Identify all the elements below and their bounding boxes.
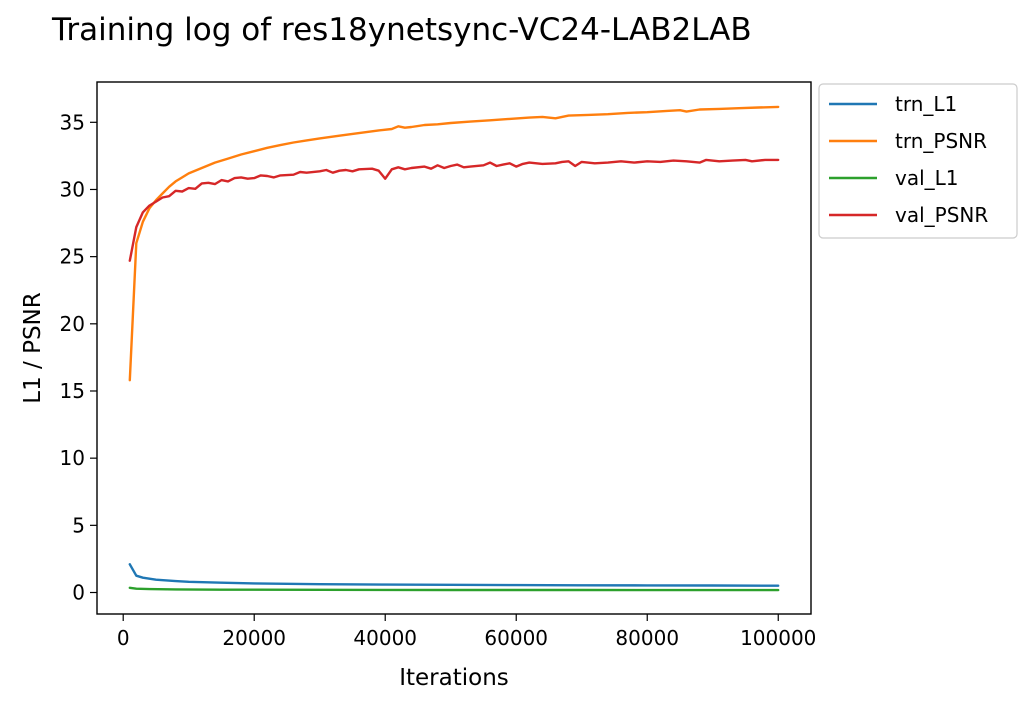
chart-title: Training log of res18ynetsync-VC24-LAB2L…: [51, 12, 752, 48]
y-tick-label: 30: [60, 177, 85, 201]
x-tick-label: 60000: [484, 626, 548, 650]
y-axis-label: L1 / PSNR: [20, 292, 46, 403]
y-tick-label: 15: [60, 379, 85, 403]
series-line-trn-psnr: [128, 105, 780, 382]
legend-label-trn-l1: trn_L1: [895, 92, 957, 116]
y-tick-label: 25: [60, 245, 85, 269]
series-line-val-psnr: [128, 158, 780, 262]
legend-label-val-psnr: val_PSNR: [895, 203, 988, 227]
legend-label-val-l1: val_L1: [895, 166, 959, 190]
x-tick-label: 80000: [615, 626, 679, 650]
x-axis-label: Iterations: [399, 665, 509, 691]
legend: trn_L1 trn_PSNR val_L1 val_PSNR: [818, 83, 1018, 239]
plot-frame: [96, 81, 812, 615]
y-tick-label: 20: [60, 312, 85, 336]
x-tick-label: 20000: [222, 626, 286, 650]
series-line-trn-l1: [128, 563, 780, 587]
legend-frame: [818, 83, 1018, 239]
y-axis-ticks: 0 5 10 15 20 25 30 35: [60, 110, 97, 605]
x-tick-label: 0: [117, 626, 130, 650]
x-axis-ticks: 0 20000 40000 60000 80000 100000: [117, 614, 816, 650]
y-tick-label: 10: [60, 446, 85, 470]
x-tick-label: 100000: [740, 626, 816, 650]
legend-label-trn-psnr: trn_PSNR: [895, 129, 987, 153]
series-layer: [128, 105, 780, 592]
y-tick-label: 0: [72, 581, 85, 605]
y-tick-label: 5: [72, 513, 85, 537]
y-tick-label: 35: [60, 110, 85, 134]
series-line-val-l1: [128, 586, 780, 592]
x-tick-label: 40000: [353, 626, 417, 650]
